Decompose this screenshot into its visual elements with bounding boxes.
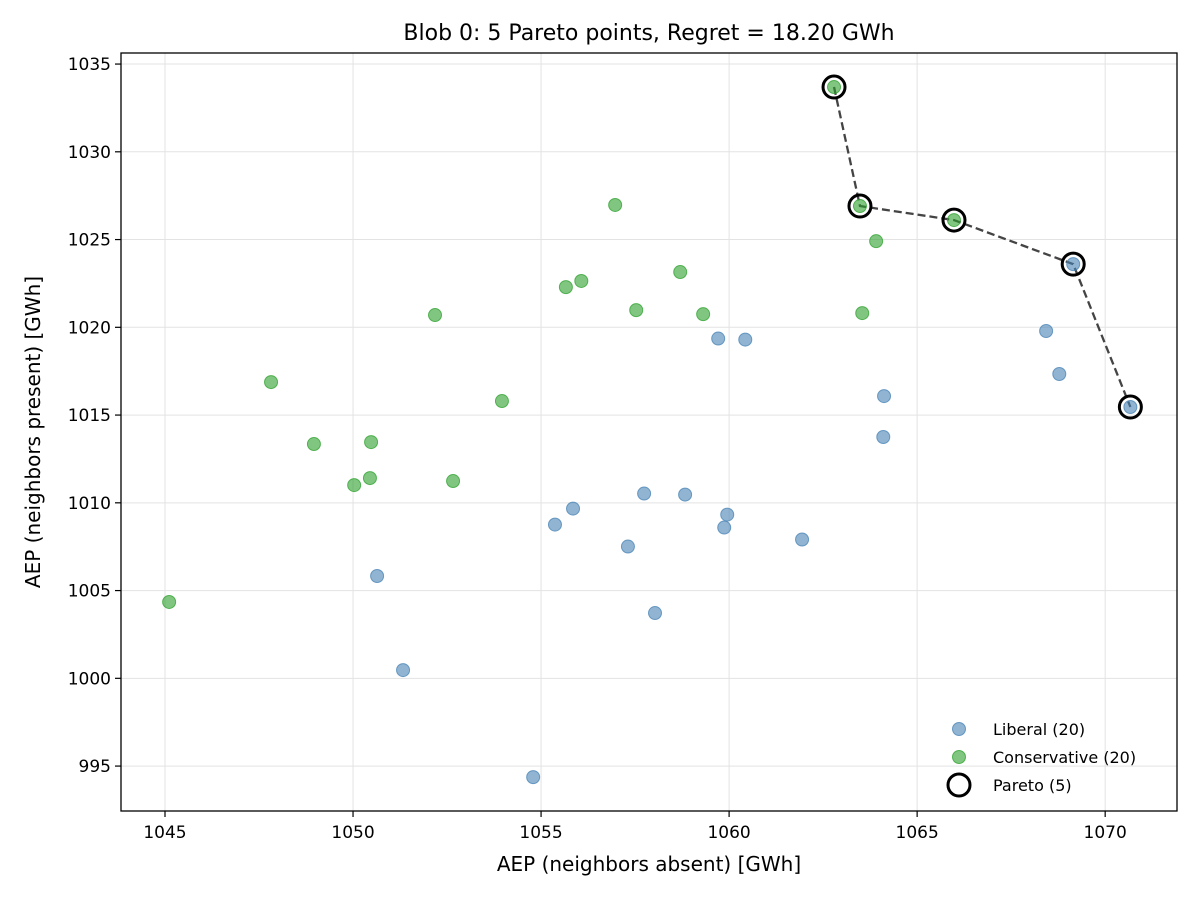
liberal-point — [1066, 257, 1081, 272]
conservative-point — [347, 478, 362, 493]
conservative-point — [494, 394, 509, 409]
legend-marker-pareto — [946, 772, 972, 798]
axes-frame — [120, 52, 1178, 812]
liberal-point — [1123, 399, 1138, 414]
conservative-point — [446, 474, 461, 489]
y-tick-label: 1020 — [68, 318, 111, 338]
legend-label-liberal: Liberal (20) — [993, 720, 1085, 739]
pareto-point — [1060, 251, 1086, 277]
conservative-point — [852, 199, 867, 214]
conservative-point — [946, 213, 961, 228]
liberal-point — [547, 517, 562, 532]
axis-ticks: 1045 1050 1055 1060 1065 1070 995 1000 1005 1010 1… — [68, 55, 1127, 843]
legend: Liberal (20) Conservative (20) Pareto (5) — [946, 720, 1136, 798]
conservative-point — [558, 280, 573, 295]
liberal-point — [637, 486, 652, 501]
x-tick-label: 1070 — [1084, 823, 1127, 843]
liberal-point — [566, 501, 581, 516]
conservative-point — [428, 308, 443, 323]
x-tick-label: 1055 — [519, 823, 562, 843]
y-tick-label: 1005 — [68, 582, 111, 602]
pareto-point — [1117, 394, 1143, 420]
liberal-point — [370, 569, 385, 584]
data-points — [162, 74, 1143, 785]
x-tick-label: 1065 — [896, 823, 939, 843]
y-axis-label: AEP (neighbors present) [GWh] — [21, 276, 45, 588]
conservative-point — [574, 273, 589, 288]
conservative-point — [869, 234, 884, 249]
conservative-point — [306, 437, 321, 452]
legend-marker-conservative — [952, 750, 966, 764]
conservative-point — [855, 306, 870, 321]
conservative-point — [162, 594, 177, 609]
y-tick-label: 1015 — [68, 406, 111, 426]
grid — [121, 53, 1177, 811]
y-tick-label: 1000 — [68, 669, 111, 689]
legend-marker-liberal — [952, 722, 966, 736]
liberal-point — [795, 532, 810, 547]
liberal-point — [738, 332, 753, 347]
x-axis-label: AEP (neighbors absent) [GWh] — [497, 852, 801, 876]
pareto-point — [847, 193, 873, 219]
conservative-point — [827, 80, 842, 95]
liberal-point — [717, 520, 732, 535]
conservative-point — [608, 197, 623, 212]
liberal-point — [711, 331, 726, 346]
liberal-point — [1052, 366, 1067, 381]
liberal-point — [648, 606, 663, 621]
liberal-point — [678, 487, 693, 502]
liberal-point — [620, 539, 635, 554]
conservative-point — [362, 471, 377, 486]
x-tick-label: 1060 — [707, 823, 750, 843]
liberal-point — [877, 389, 892, 404]
x-tick-label: 1045 — [143, 823, 186, 843]
pareto-point — [941, 207, 967, 233]
chart-title: Blob 0: 5 Pareto points, Regret = 18.20 … — [403, 21, 894, 46]
y-tick-label: 1030 — [68, 143, 111, 163]
y-tick-label: 995 — [79, 757, 111, 777]
liberal-point — [526, 770, 541, 785]
y-tick-label: 1010 — [68, 494, 111, 514]
legend-label-conservative: Conservative (20) — [993, 748, 1136, 767]
conservative-point — [673, 265, 688, 280]
conservative-point — [264, 375, 279, 390]
conservative-point — [696, 307, 711, 322]
liberal-point — [1039, 323, 1054, 338]
y-tick-label: 1025 — [68, 231, 111, 251]
conservative-point — [364, 435, 379, 450]
x-tick-label: 1050 — [331, 823, 374, 843]
liberal-point — [876, 430, 891, 445]
liberal-point — [720, 507, 735, 522]
y-tick-label: 1035 — [68, 55, 111, 75]
conservative-point — [629, 303, 644, 318]
pareto-point — [821, 74, 847, 100]
liberal-point — [396, 663, 411, 678]
legend-label-pareto: Pareto (5) — [993, 776, 1072, 795]
